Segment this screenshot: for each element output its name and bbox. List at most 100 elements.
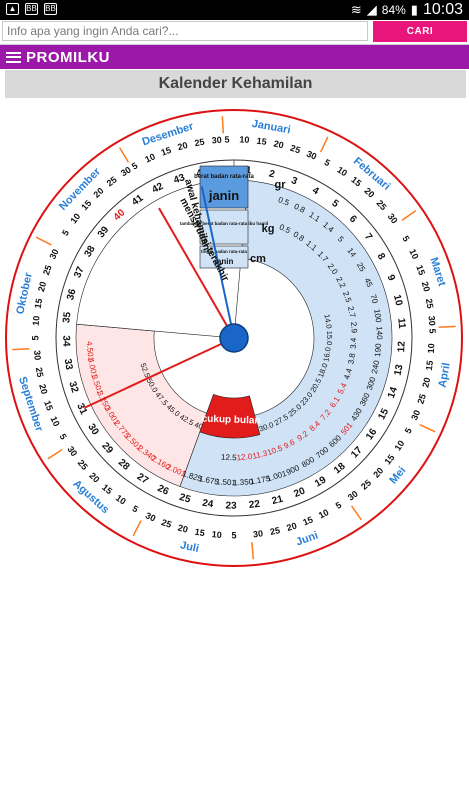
due-date-pointer[interactable] (84, 337, 235, 409)
weight-gram-value: 190 (373, 343, 383, 358)
day-tick-label: 15 (42, 399, 55, 412)
week-label: 14 (386, 385, 400, 400)
notification-icons: ▲ BB BB (6, 3, 57, 15)
wheel-center-knob[interactable] (219, 323, 249, 353)
weight-gram-value: 4.001 (86, 357, 99, 379)
day-tick-label: 5 (427, 328, 437, 333)
day-tick-label: 30 (305, 149, 318, 162)
length-cm-value: 2.9 (349, 322, 359, 334)
day-tick-label: 15 (160, 145, 173, 158)
week-label: 37 (72, 265, 87, 280)
week-label: 1 (245, 165, 252, 176)
day-tick-label: 20 (371, 466, 385, 480)
day-tick-label: 30 (47, 247, 60, 260)
day-tick-label: 25 (415, 393, 428, 406)
day-tick-label: 15 (383, 452, 397, 466)
bbm-icon: BB (25, 3, 38, 15)
day-tick-label: 25 (194, 137, 206, 149)
day-tick-label: 5 (231, 530, 236, 540)
day-tick-label: 10 (48, 415, 61, 428)
length-inner-value: 14.0 (322, 313, 333, 329)
day-tick-label: 20 (420, 280, 432, 292)
header-gr-label: gr (275, 179, 287, 191)
month-divider (401, 210, 417, 222)
app-bar: PROMILKU (0, 45, 469, 69)
week-label: 7 (362, 231, 374, 242)
wifi-icon: ≋ (350, 2, 362, 17)
week-label: 4 (310, 185, 321, 198)
day-tick-label: 30 (211, 135, 222, 146)
week-label: 38 (83, 244, 98, 260)
day-tick-label: 20 (176, 140, 188, 152)
day-tick-label: 25 (269, 525, 281, 537)
day-tick-label: 10 (317, 507, 330, 520)
day-tick-label: 30 (32, 350, 43, 361)
weight-gram-value: 140 (375, 326, 384, 340)
weight-gram-value: 240 (370, 359, 382, 374)
day-tick-label: 10 (335, 164, 349, 178)
length-cm-value: 0.5 (278, 222, 292, 235)
month-divider (319, 136, 329, 153)
day-tick-label: 5 (403, 426, 414, 435)
cukup-bulan-block (199, 393, 261, 439)
day-tick-label: 20 (37, 383, 49, 395)
day-tick-label: 25 (160, 517, 173, 530)
day-tick-label: 10 (31, 315, 42, 326)
day-tick-label: 10 (407, 247, 420, 260)
day-tick-label: 25 (41, 264, 54, 277)
header-berat-label: berat badan rata-rata (194, 174, 254, 180)
battery-icon: ▮ (410, 2, 418, 17)
day-tick-label: 25 (34, 366, 46, 378)
column-headers: berat badan rata-rata janin tambahan berat… (180, 165, 287, 269)
signal-icon: ◢ (366, 2, 377, 17)
day-tick-label: 20 (177, 523, 189, 535)
conception-pointer[interactable] (200, 186, 235, 339)
month-divider (438, 325, 456, 329)
week-label: 22 (248, 499, 261, 511)
week-label: 3 (290, 175, 300, 187)
day-tick-label: 25 (289, 143, 302, 156)
header-tinggi-label: tinggi badan rata-rata (201, 249, 248, 254)
day-tick-label: 10 (239, 134, 250, 145)
week-label: 9 (385, 273, 397, 283)
weight-gram-value: 300 (365, 375, 378, 391)
day-tick-label: 25 (105, 174, 119, 188)
length-cm-value: 2.7 (346, 306, 357, 319)
month-divider (419, 423, 436, 433)
day-tick-label: 15 (79, 198, 93, 212)
hamburger-icon[interactable] (6, 51, 21, 63)
full-term-area (75, 323, 208, 487)
week-label: 26 (156, 483, 171, 498)
length-inner-value: 15.0 (325, 331, 334, 346)
weight-gram-value: 100 (372, 308, 383, 323)
month-divider (47, 449, 63, 460)
day-tick-label: 20 (420, 376, 432, 388)
week-label: 34 (60, 335, 71, 347)
day-tick-label: 15 (424, 360, 435, 371)
day-tick-label: 15 (414, 264, 427, 277)
week-label: 13 (393, 363, 406, 376)
system-icons: ≋ ◢ 84% ▮ 10:03 (351, 1, 463, 19)
day-tick-label: 30 (346, 489, 360, 503)
week-label: 33 (62, 358, 75, 371)
day-tick-label: 5 (130, 160, 139, 171)
week-label: 19 (313, 474, 329, 489)
weight-gram-value: 1.350 (233, 477, 254, 487)
month-divider (251, 542, 255, 560)
day-tick-label: 15 (33, 298, 45, 310)
week-label: 24 (201, 498, 214, 511)
week-label: 35 (61, 311, 73, 324)
week-label: 23 (225, 501, 237, 512)
week-label: 8 (375, 252, 388, 263)
day-tick-label: 10 (393, 439, 407, 453)
day-tick-label: 15 (194, 527, 206, 539)
page-title: Kalender Kehamilan (5, 70, 466, 98)
weight-gram-value: 0.5 (277, 195, 291, 207)
last-period-pointer[interactable] (158, 207, 235, 339)
search-button[interactable]: CARI (373, 21, 467, 42)
week-label: 43 (172, 172, 187, 186)
day-tick-label: 20 (36, 280, 48, 292)
search-input[interactable] (2, 21, 368, 41)
day-tick-label: 20 (91, 186, 105, 200)
